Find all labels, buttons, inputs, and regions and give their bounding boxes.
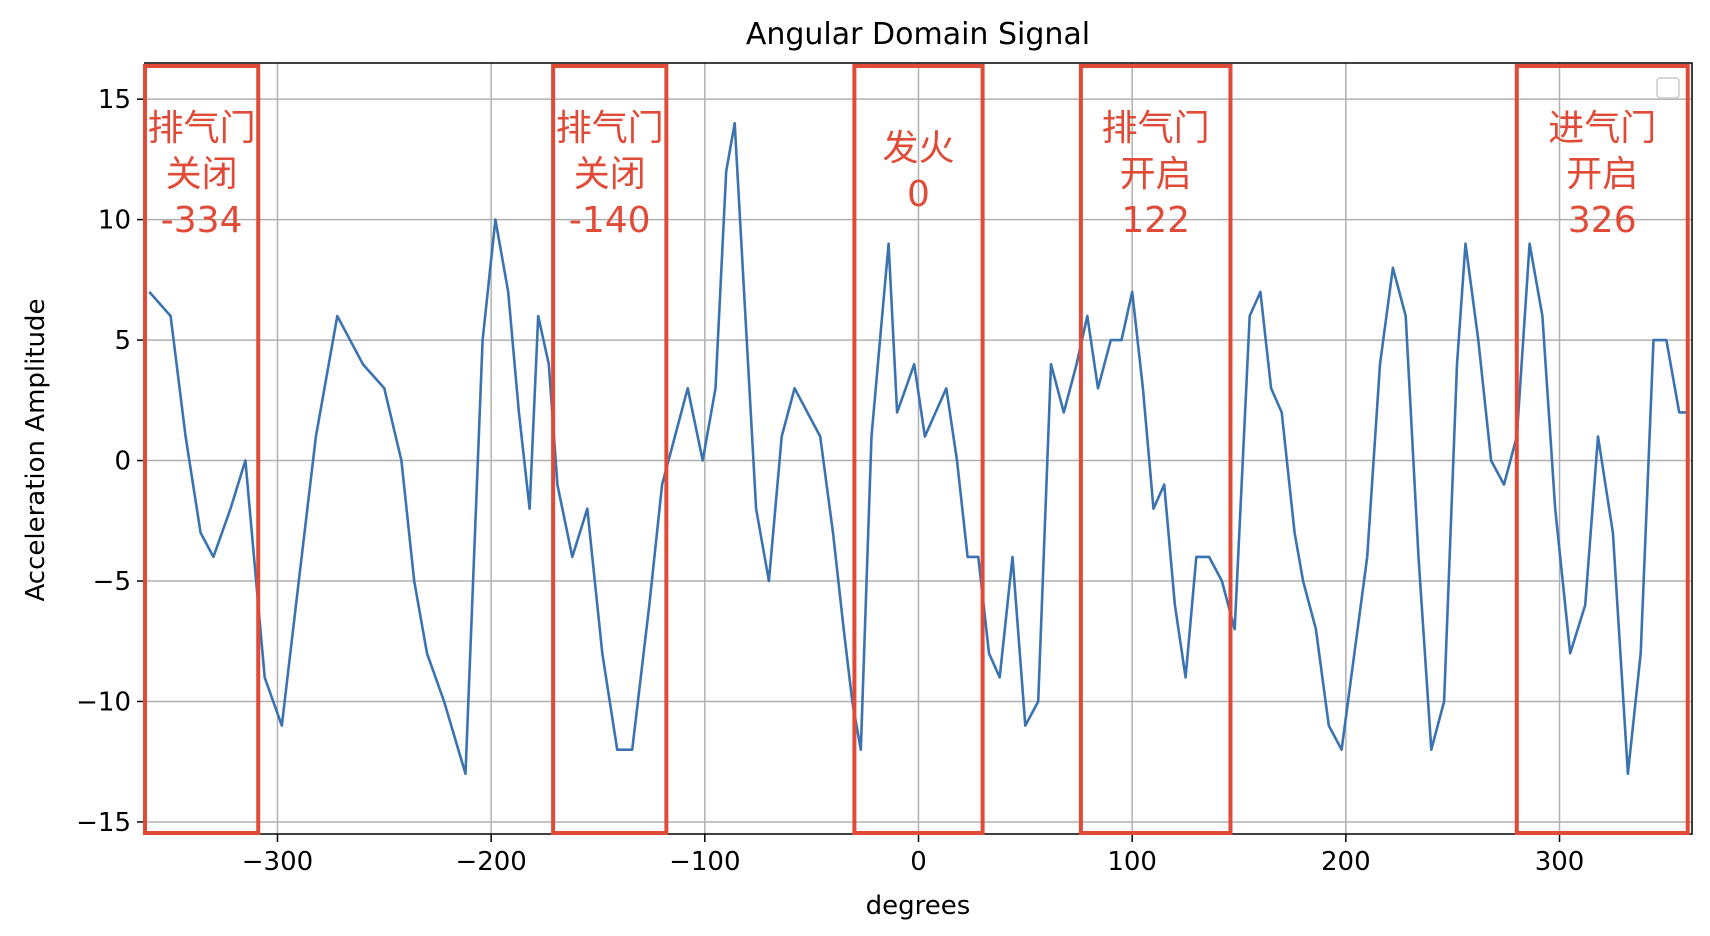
x-tick-label: −200 [455, 847, 526, 877]
annotation-text: 开启 [1120, 154, 1192, 195]
annotation-text: 开启 [1566, 154, 1638, 195]
annotation-text: 关闭 [166, 154, 238, 195]
annotation-box [143, 64, 261, 835]
annotation-text: 排气门 [1102, 108, 1210, 149]
annotation-box [852, 64, 985, 835]
y-tick-label: −10 [76, 687, 131, 717]
y-tick-label: 10 [98, 206, 131, 236]
annotation-text: 122 [1121, 200, 1190, 241]
y-tick-label: −15 [76, 808, 131, 838]
x-tick-label: 0 [910, 847, 927, 877]
annotation-text: 进气门 [1548, 108, 1656, 149]
x-tick-label: 300 [1535, 847, 1585, 877]
annotation-box [1078, 64, 1233, 835]
y-tick-label: 0 [114, 447, 131, 477]
series-layer [148, 121, 1688, 776]
x-tick-label: 100 [1107, 847, 1157, 877]
y-tick-label: 5 [114, 326, 131, 356]
annotation-text: 发火 [882, 128, 954, 169]
x-tick-label: −100 [669, 847, 740, 877]
annotation-text: 排气门 [148, 108, 256, 149]
annotation-text: -334 [161, 200, 243, 241]
chart-title: Angular Domain Signal [746, 17, 1090, 52]
signal-line [148, 121, 1688, 776]
y-tick-label: −5 [93, 567, 131, 597]
legend-box [1656, 77, 1680, 99]
y-axis-label: Acceleration Amplitude [21, 298, 51, 601]
annotation-text: 0 [907, 174, 930, 215]
x-axis-label: degrees [866, 891, 971, 921]
annotation-text: 关闭 [574, 154, 646, 195]
annotation-text: 326 [1568, 200, 1637, 241]
annotation-box [551, 64, 669, 835]
y-axis: 15 10 5 0 −5 −10 −15 [76, 85, 145, 838]
annotation-text: 排气门 [556, 108, 664, 149]
x-axis: −300 −200 −100 0 100 200 300 [242, 834, 1585, 877]
y-tick-label: 15 [98, 85, 131, 115]
annotation-box [1514, 64, 1690, 835]
x-tick-label: −300 [242, 847, 313, 877]
x-tick-label: 200 [1321, 847, 1371, 877]
annotation-text: -140 [569, 200, 651, 241]
